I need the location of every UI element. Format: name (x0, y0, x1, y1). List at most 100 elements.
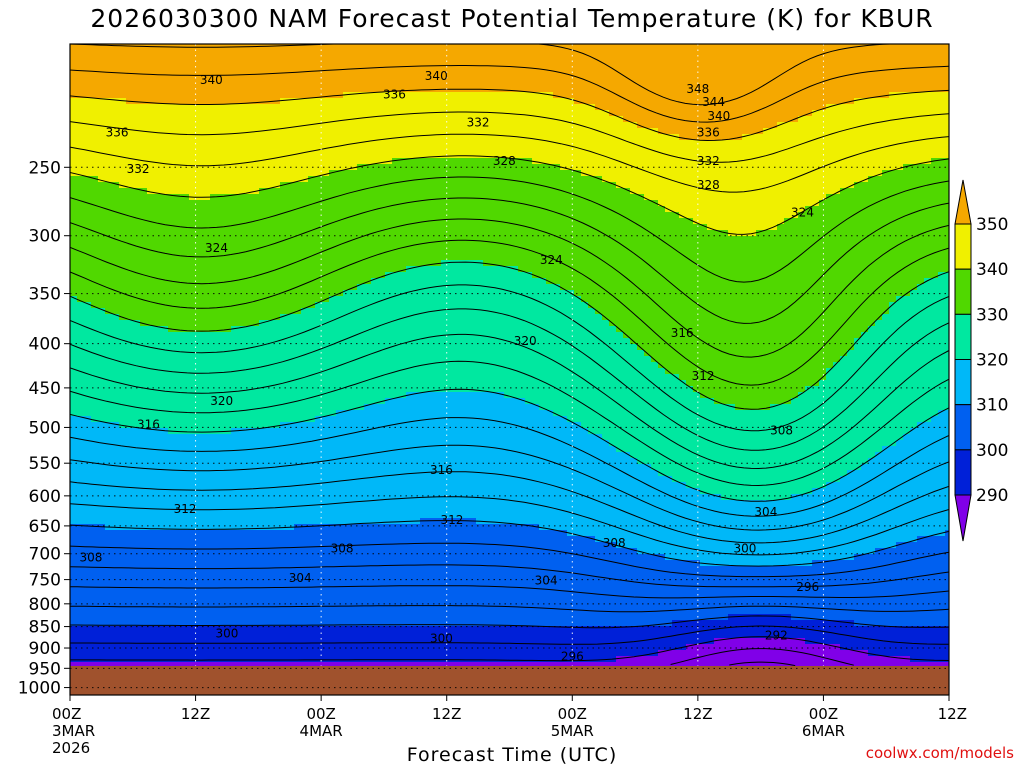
contour-fill-cell (238, 272, 246, 279)
contour-fill-cell (126, 62, 134, 69)
contour-fill-cell (343, 248, 351, 255)
contour-fill-cell (224, 404, 232, 411)
contour-fill-cell (189, 452, 197, 459)
contour-fill-cell (308, 368, 316, 375)
contour-fill-cell (196, 620, 204, 627)
contour-fill-cell (175, 308, 183, 315)
contour-fill-cell (343, 68, 351, 75)
contour-fill-cell (308, 614, 316, 621)
contour-fill-cell (189, 398, 197, 405)
contour-fill-cell (287, 302, 295, 309)
contour-fill-cell (217, 626, 225, 633)
contour-fill-cell (126, 164, 134, 171)
contour-fill-cell (126, 506, 134, 513)
contour-fill-cell (343, 446, 351, 453)
contour-fill-cell (245, 416, 253, 423)
contour-fill-cell (350, 272, 358, 279)
contour-fill-cell (182, 284, 190, 291)
contour-fill-cell (217, 446, 225, 453)
contour-fill-cell (98, 86, 106, 93)
contour-fill-cell (343, 596, 351, 603)
contour-fill-cell (182, 266, 190, 273)
contour-fill-cell (189, 338, 197, 345)
contour-fill-cell (105, 386, 113, 393)
contour-fill-cell (231, 176, 239, 183)
contour-fill-cell (336, 458, 344, 465)
contour-fill-cell (385, 218, 393, 225)
contour-fill-cell (105, 128, 113, 135)
contour-fill-cell (399, 356, 407, 363)
contour-fill-cell (252, 656, 260, 663)
contour-fill-cell (315, 596, 323, 603)
contour-fill-cell (112, 170, 120, 177)
contour-fill-cell (203, 164, 211, 171)
contour-fill-cell (322, 560, 330, 567)
contour-fill-cell (147, 350, 155, 357)
contour-fill-cell (147, 284, 155, 291)
contour-fill-cell (294, 188, 302, 195)
contour-fill-cell (252, 458, 260, 465)
contour-fill-cell (140, 440, 148, 447)
contour-fill-cell (231, 344, 239, 351)
contour-fill-cell (280, 284, 288, 291)
contour-fill-cell (280, 338, 288, 345)
contour-fill-cell (189, 434, 197, 441)
contour-fill-cell (245, 152, 253, 159)
contour-fill-cell (133, 638, 141, 645)
contour-fill-cell (329, 542, 337, 549)
contour-fill-cell (105, 176, 113, 183)
contour-fill-cell (399, 410, 407, 417)
contour-fill-cell (371, 152, 379, 159)
contour-fill-cell (287, 566, 295, 573)
contour-fill-cell (336, 200, 344, 207)
contour-fill-cell (273, 158, 281, 165)
contour-fill-cell (140, 74, 148, 81)
contour-fill-cell (224, 470, 232, 477)
contour-fill-cell (133, 200, 141, 207)
contour-fill-cell (343, 452, 351, 459)
contour-fill-cell (329, 512, 337, 519)
contour-fill-cell (203, 404, 211, 411)
contour-fill-cell (112, 662, 120, 666)
contour-fill-cell (259, 326, 267, 333)
contour-fill-cell (343, 296, 351, 303)
contour-fill-cell (105, 368, 113, 375)
contour-fill-cell (252, 296, 260, 303)
contour-fill-cell (133, 626, 141, 633)
contour-fill-cell (98, 416, 106, 423)
contour-fill-cell (252, 320, 260, 327)
contour-fill-cell (84, 362, 92, 369)
contour-fill-cell (336, 572, 344, 579)
contour-fill-cell (210, 152, 218, 159)
contour-fill-cell (357, 290, 365, 297)
contour-fill-cell (357, 128, 365, 135)
contour-fill-cell (147, 164, 155, 171)
contour-fill-cell (280, 314, 288, 321)
contour-fill-cell (182, 434, 190, 441)
contour-fill-cell (252, 386, 260, 393)
contour-fill-cell (210, 512, 218, 519)
contour-fill-cell (266, 434, 274, 441)
contour-fill-cell (91, 80, 99, 87)
contour-fill-cell (357, 308, 365, 315)
contour-fill-cell (280, 248, 288, 255)
contour-fill-cell (322, 116, 330, 123)
contour-fill-cell (182, 566, 190, 573)
contour-fill-cell (294, 68, 302, 75)
contour-fill-cell (98, 302, 106, 309)
contour-fill-cell (329, 278, 337, 285)
contour-fill-cell (238, 74, 246, 81)
contour-fill-cell (294, 494, 302, 501)
contour-fill-cell (91, 392, 99, 399)
contour-fill-cell (84, 656, 92, 663)
contour-fill-cell (168, 188, 176, 195)
contour-fill-cell (266, 446, 274, 453)
contour-fill-cell (105, 200, 113, 207)
contour-fill-cell (196, 500, 204, 507)
contour-fill-cell (336, 530, 344, 537)
contour-fill-cell (350, 86, 358, 93)
contour-fill-cell (224, 554, 232, 561)
contour-fill-cell (350, 62, 358, 69)
contour-fill-cell (294, 338, 302, 345)
contour-fill-cell (294, 416, 302, 423)
